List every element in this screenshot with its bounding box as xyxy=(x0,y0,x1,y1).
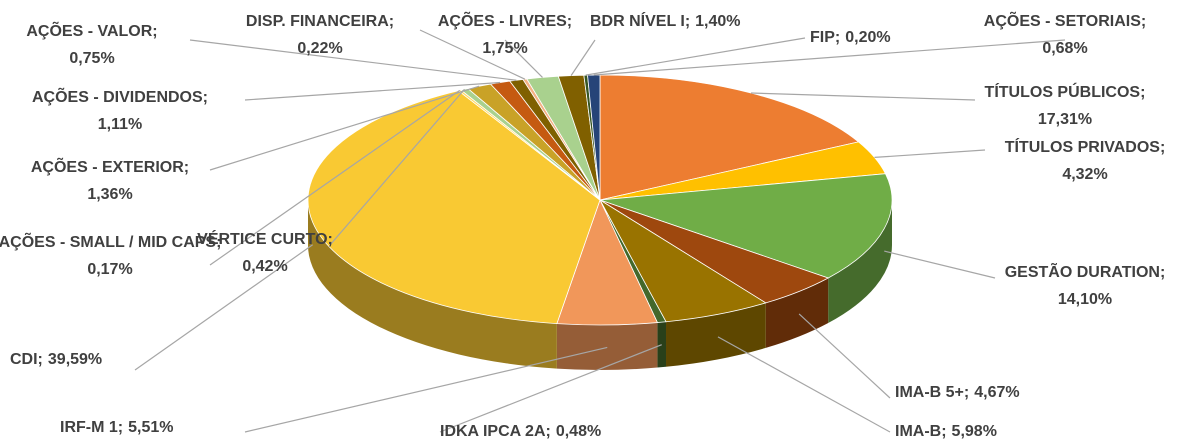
data-label-name: AÇÕES - SETORIAIS; xyxy=(984,10,1146,30)
leader-line xyxy=(439,344,662,433)
leader-line xyxy=(209,89,461,266)
data-label: CDI; 39,59% xyxy=(10,351,102,368)
data-label-value: 14,10% xyxy=(1058,291,1112,308)
data-label-name: AÇÕES - EXTERIOR; xyxy=(31,156,189,176)
data-label: IRF-M 1; 5,51% xyxy=(60,419,173,436)
data-label-value: 5,51% xyxy=(128,419,173,436)
leader-line xyxy=(798,313,891,399)
data-label-name: BDR NÍVEL I; xyxy=(590,11,690,30)
slice xyxy=(599,173,893,279)
slice xyxy=(599,74,860,201)
leader-line xyxy=(884,250,996,279)
data-label-name: FIP; xyxy=(810,29,840,46)
leader-line xyxy=(189,39,517,81)
data-label-value: 1,11% xyxy=(98,116,142,133)
leader-line xyxy=(134,244,314,371)
data-label-value: 17,31% xyxy=(1038,111,1092,128)
data-label-name: GESTÃO DURATION; xyxy=(1005,261,1166,281)
leader-line xyxy=(570,39,596,76)
data-label-value: 0,17% xyxy=(87,261,132,278)
data-label-name: IRF-M 1; xyxy=(60,419,123,436)
leader-line xyxy=(504,39,543,78)
data-label-value: 4,32% xyxy=(1062,166,1107,183)
leader-line xyxy=(244,346,608,433)
leader-line xyxy=(751,92,976,101)
data-label-name: CDI; xyxy=(10,351,43,368)
leader-line xyxy=(244,81,501,101)
data-label-name: IMA-B; xyxy=(895,423,947,440)
slice-side xyxy=(308,200,557,369)
data-label-name: AÇÕES - LIVRES; xyxy=(438,10,572,30)
data-label-value: 1,75% xyxy=(482,40,527,57)
leader-line xyxy=(329,88,465,246)
data-label: BDR NÍVEL I; 1,40% xyxy=(590,11,741,30)
data-label-value: 0,42% xyxy=(242,258,287,275)
data-label-value: 1,40% xyxy=(695,13,740,30)
leader-line xyxy=(585,37,806,76)
slice-side xyxy=(828,200,892,323)
data-label-name: VÉRTICE CURTO; xyxy=(197,229,333,248)
data-label-value: 5,98% xyxy=(952,423,997,440)
data-label-value: 0,20% xyxy=(845,29,890,46)
data-label-name: AÇÕES - VALOR; xyxy=(26,20,157,40)
slice-side xyxy=(556,322,658,371)
leader-line xyxy=(717,336,891,433)
leader-line xyxy=(593,39,1066,76)
data-label: IDKA IPCA 2A; 0,48% xyxy=(440,423,601,440)
data-label-name: TÍTULOS PRIVADOS; xyxy=(1005,137,1166,156)
data-label-name: IMA-B 5+; xyxy=(895,384,969,401)
data-label-name: TÍTULOS PÚBLICOS; xyxy=(985,82,1146,101)
data-label-value: 0,22% xyxy=(297,40,342,57)
data-label-name: AÇÕES - SMALL / MID CAPS; xyxy=(0,231,221,251)
slice xyxy=(307,90,601,325)
data-label-value: 39,59% xyxy=(48,351,102,368)
leader-line xyxy=(874,149,986,159)
leader-line xyxy=(419,29,526,80)
data-label: IMA-B; 5,98% xyxy=(895,423,997,440)
data-label-name: DISP. FINANCEIRA; xyxy=(246,13,394,30)
slice-side xyxy=(765,277,829,348)
data-label-value: 1,36% xyxy=(87,186,132,203)
data-label-value: 4,67% xyxy=(974,384,1019,401)
data-label-name: IDKA IPCA 2A; xyxy=(440,423,551,440)
data-label-value: 0,75% xyxy=(69,50,114,67)
data-label: IMA-B 5+; 4,67% xyxy=(895,384,1020,401)
data-label-value: 0,48% xyxy=(556,423,601,440)
data-label: FIP; 0,20% xyxy=(810,29,891,46)
data-label-name: AÇÕES - DIVIDENDOS; xyxy=(32,86,208,106)
data-label-value: 0,68% xyxy=(1042,40,1087,57)
leader-line xyxy=(209,85,480,171)
